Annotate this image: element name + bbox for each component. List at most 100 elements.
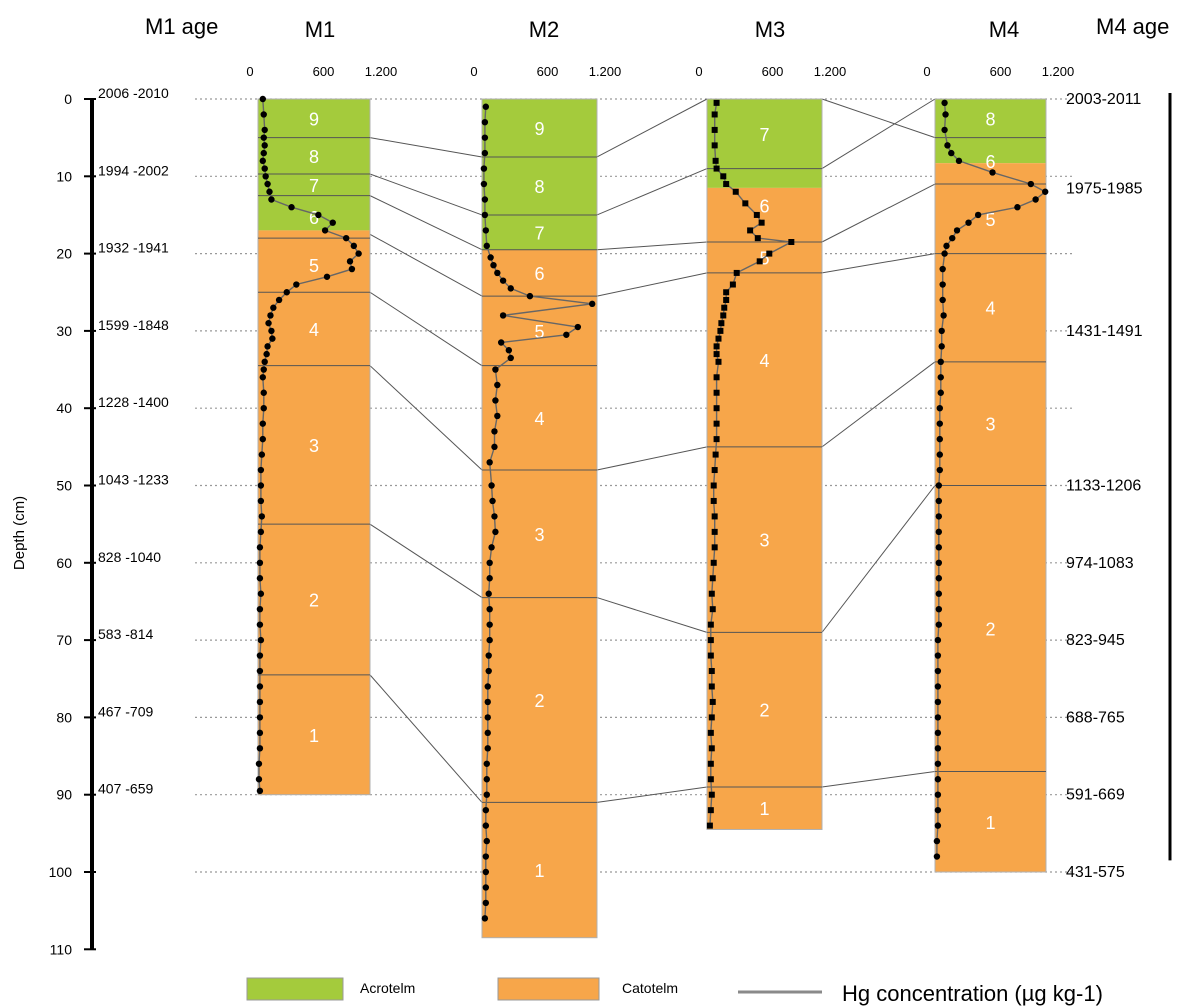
hg-point	[484, 714, 491, 721]
hg-point	[955, 157, 963, 165]
hg-point	[935, 590, 943, 597]
correlation-lines	[369, 98, 936, 803]
hg-point	[712, 451, 719, 458]
hg-point	[483, 776, 490, 783]
hg-point	[485, 667, 492, 675]
hg-point	[482, 868, 490, 876]
hg-point	[257, 466, 265, 474]
hg-point	[481, 118, 489, 126]
core-title: M3	[755, 17, 786, 42]
unit-label: 6	[309, 208, 319, 228]
hg-point	[256, 544, 264, 551]
hg-point	[935, 575, 943, 582]
hg-point	[269, 335, 276, 342]
unit-label: 1	[309, 726, 319, 746]
right-age-label: 974-1083	[1066, 555, 1134, 572]
hg-point	[720, 173, 727, 180]
y-tick-label: 30	[56, 323, 72, 339]
x-tick-label: 1.200	[1042, 64, 1075, 79]
x-tick-label: 600	[990, 64, 1012, 79]
unit-label: 3	[759, 531, 769, 551]
unit-label: 2	[759, 701, 769, 721]
correlation-line	[369, 365, 483, 471]
legend-hg-label: Hg concentration (µg kg-1)	[842, 981, 1103, 1006]
unit-label: 4	[534, 409, 544, 429]
hg-point	[708, 683, 715, 690]
hg-point	[256, 729, 264, 737]
hg-point	[482, 103, 490, 110]
correlation-line	[821, 361, 936, 448]
hg-point	[482, 899, 490, 907]
right-age-label: 2003-2011	[1066, 91, 1141, 108]
hg-point	[484, 745, 491, 752]
hg-point	[708, 791, 715, 798]
hg-point	[989, 169, 996, 176]
correlation-line	[369, 173, 483, 216]
x-tick-label: 0	[246, 64, 253, 79]
hg-point	[1042, 188, 1049, 195]
hg-point	[486, 559, 493, 566]
hg-point	[708, 590, 715, 597]
hg-point	[707, 807, 714, 814]
hg-point	[261, 126, 268, 134]
right-age-label: 688-765	[1066, 709, 1125, 726]
hg-point	[732, 188, 739, 195]
hg-point	[488, 482, 495, 489]
unit-label: 2	[534, 691, 544, 711]
depth-axis: 0 10 20 30 40 50 60 70 80 90 100 110	[49, 91, 1172, 957]
hg-point	[715, 358, 722, 365]
hg-point	[485, 590, 492, 597]
hg-point	[936, 451, 943, 458]
hg-point	[491, 428, 498, 435]
left-age-label: 1043 -1233	[98, 472, 169, 488]
hg-point	[259, 374, 266, 381]
hg-point	[707, 776, 714, 783]
hg-point	[935, 621, 943, 628]
hg-point	[492, 366, 499, 373]
unit-label: 7	[759, 125, 769, 145]
hg-point	[507, 354, 514, 362]
hg-point	[711, 142, 718, 149]
hg-point	[713, 351, 720, 358]
hg-point	[711, 513, 718, 520]
hg-point	[483, 791, 490, 798]
correlation-line	[821, 183, 936, 243]
hg-point	[713, 405, 720, 412]
unit-label: 3	[985, 415, 995, 435]
x-tick-label: 0	[470, 64, 477, 79]
age-labels: M1 age M4 age Depth (cm) 2006 -2010 1994 …	[11, 14, 1169, 881]
hg-point	[492, 397, 499, 404]
correlation-line	[369, 137, 483, 158]
hg-point	[933, 853, 941, 860]
hg-point	[257, 590, 265, 597]
hg-point	[348, 265, 356, 273]
hg-point	[264, 180, 271, 188]
y-tick-label: 100	[49, 864, 73, 880]
hg-point	[713, 374, 720, 381]
right-age-title: M4 age	[1096, 14, 1169, 39]
right-age-label: 1133-1206	[1066, 478, 1141, 495]
hg-point	[257, 636, 265, 644]
left-age-title: M1 age	[145, 14, 218, 39]
catotelm-zone	[707, 187, 822, 830]
hg-point	[939, 265, 946, 273]
hg-point	[937, 374, 944, 381]
acrotelm-zone	[707, 99, 822, 188]
hg-point	[257, 528, 265, 536]
hg-point	[256, 652, 264, 659]
hg-point	[480, 180, 488, 188]
hg-point	[742, 200, 749, 207]
hg-point	[941, 99, 948, 107]
core-outline	[257, 98, 371, 796]
left-age-label: 1228 -1400	[98, 394, 169, 410]
left-age-label: 1599 -1848	[98, 317, 169, 333]
hg-point	[491, 443, 498, 451]
hg-point	[723, 296, 730, 303]
hg-point	[260, 149, 267, 157]
hg-point	[482, 884, 490, 891]
hg-point	[256, 621, 264, 628]
unit-label: 1	[534, 861, 544, 881]
correlation-line	[596, 168, 708, 216]
